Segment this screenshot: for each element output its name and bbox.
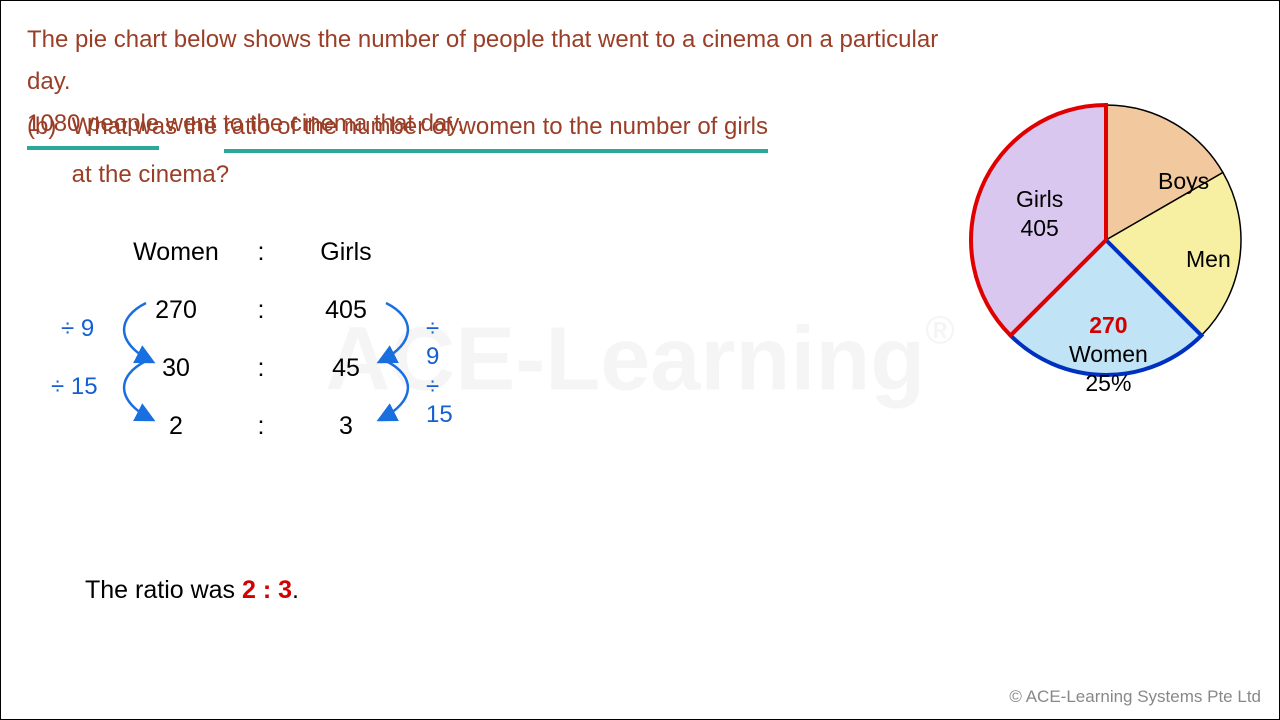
answer-value: 2 : 3 [242,576,292,604]
part-b-underlined: ratio of the number of women to the numb… [224,105,768,153]
div-label-15-right: ÷ 15 [426,373,453,429]
part-b-post: at the cinema? [72,161,229,188]
answer-suffix: . [292,576,299,604]
ratio-r2-left: 30 [116,354,236,383]
watermark: ACE-Learning® [325,309,955,412]
ratio-r1-left: 270 [116,296,236,325]
pie-slice-label: Girls405 [1016,185,1063,243]
ratio-header-women: Women [116,238,236,267]
pie-slice-label: Boys [1158,167,1209,196]
div-label-9-right: ÷ 9 [426,315,439,371]
ratio-r3-right: 3 [286,412,406,441]
pie-chart: BoysMen270Women25%Girls405 [961,95,1251,385]
ratio-colon: : [236,238,286,267]
pie-slice-label: 270Women25% [1069,311,1148,397]
pie-slice-label: Men [1186,245,1231,274]
question-part-b: (b) What was the ratio of the number of … [27,105,912,196]
part-b-pre: What was the [72,113,224,140]
ratio-working: Women : Girls 270 : 405 30 : 45 2 : 3 ÷ … [116,223,406,455]
ratio-r2-right: 45 [286,354,406,383]
ratio-r3-left: 2 [116,412,236,441]
ratio-header-girls: Girls [286,238,406,267]
answer-prefix: The ratio was [85,576,242,604]
part-b-label: (b) [27,105,65,148]
ratio-r1-right: 405 [286,296,406,325]
question-line1: The pie chart below shows the number of … [27,26,938,95]
copyright: © ACE-Learning Systems Pte Ltd [1009,687,1261,707]
answer-line: The ratio was 2 : 3. [85,576,299,605]
div-label-15-left: ÷ 15 [51,373,98,401]
div-label-9-left: ÷ 9 [61,315,94,343]
